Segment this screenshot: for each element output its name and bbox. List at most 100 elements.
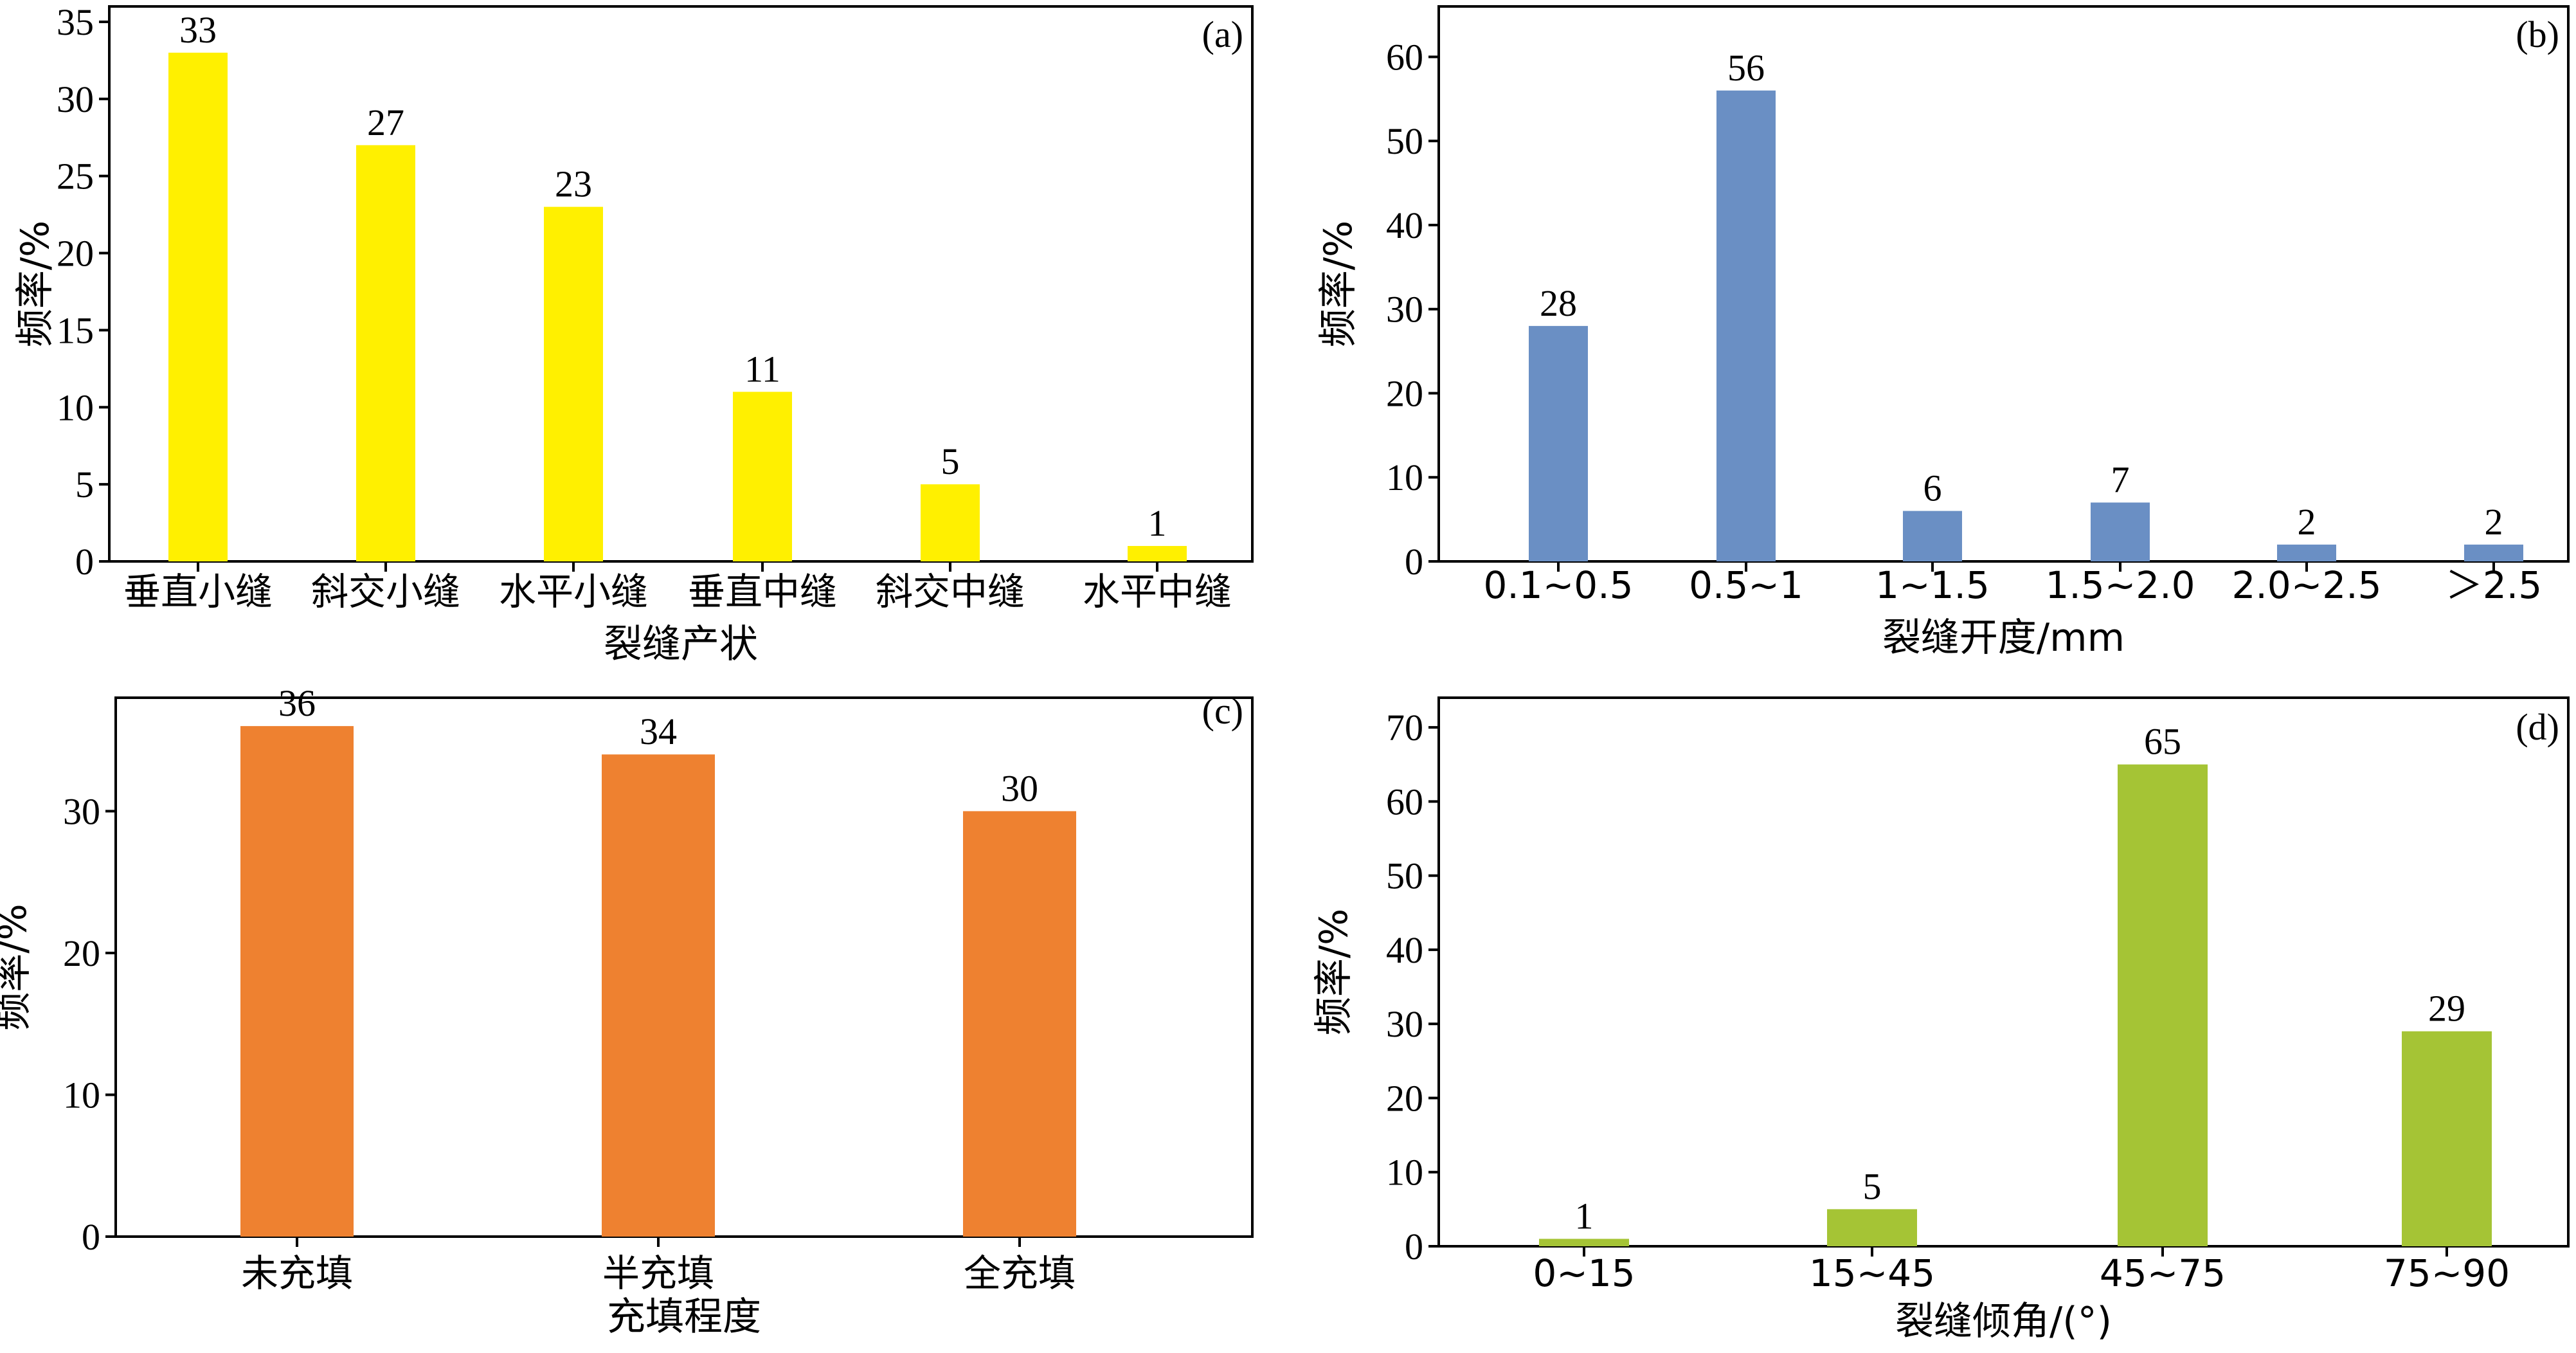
panel-a-category-label: 垂直中缝: [688, 570, 837, 613]
panel-b-value-label: 28: [1540, 282, 1577, 324]
panel-a-category-label: 水平中缝: [1083, 570, 1232, 613]
panel-a-bar: [1128, 546, 1187, 561]
panel-b-bar: [2091, 502, 2150, 561]
panel-d-panel-label: (d): [2516, 706, 2559, 748]
panel-a-value-label: 23: [555, 163, 592, 205]
panel-b-bar: [1529, 325, 1588, 561]
panel-b-value-label: 2: [2298, 501, 2316, 543]
panel-d-y-axis-title: 频率/%: [1311, 909, 1356, 1035]
panel-c-x-axis-title: 充填程度: [607, 1294, 761, 1339]
panel-a-bar: [356, 145, 415, 561]
panel-c-bar: [963, 811, 1076, 1237]
panel-d-category-label: 75~90: [2384, 1251, 2510, 1295]
panel-d-value-label: 1: [1575, 1195, 1594, 1237]
panel-c-category-label: 半充填: [602, 1251, 714, 1295]
panel-a-category-label: 垂直小缝: [123, 570, 273, 613]
panel-d-bar: [1539, 1239, 1629, 1246]
panel-b-ytick-label: 40: [1386, 204, 1423, 246]
panel-b-ytick-label: 60: [1386, 36, 1423, 78]
panel-a-ytick-label: 5: [75, 464, 94, 505]
panel-d-x-axis-title: 裂缝倾角/(°): [1895, 1299, 2112, 1344]
panel-b-category-label: 1.5~2.0: [2045, 563, 2195, 607]
panel-b-ytick-label: 0: [1405, 541, 1423, 583]
panel-c-ytick-label: 10: [63, 1074, 100, 1116]
panel-b-value-label: 6: [1923, 468, 1942, 509]
panel-a-value-label: 11: [744, 348, 780, 390]
panel-d-category-label: 45~75: [2100, 1251, 2226, 1295]
panel-a-category-label: 水平小缝: [499, 570, 648, 613]
panel-b-ytick-label: 20: [1386, 372, 1423, 414]
panel-a-value-label: 27: [367, 102, 404, 143]
panel-b-y-axis-title: 频率/%: [1316, 221, 1361, 347]
panel-d-ytick-label: 50: [1386, 855, 1423, 897]
panel-a-bar: [733, 392, 792, 561]
panel-b-category-label: 0.5~1: [1689, 563, 1803, 607]
panel-a-frame: [108, 5, 1254, 563]
panel-a-value-label: 33: [179, 9, 217, 51]
panel-a-x-axis-title: 裂缝产状: [604, 622, 758, 667]
panel-b-ytick-label: 10: [1386, 457, 1423, 498]
panel-b-bar: [2464, 544, 2523, 561]
panel-a-ytick-label: 25: [57, 156, 94, 197]
panel-c-value-label: 36: [278, 682, 316, 724]
panel-c-category-label: 全充填: [964, 1251, 1076, 1295]
panel-d-category-label: 0~15: [1533, 1251, 1635, 1295]
panel-a-ytick-label: 30: [57, 78, 94, 120]
panel-d-value-label: 29: [2428, 988, 2465, 1030]
panel-b-category-label: 2.0~2.5: [2231, 563, 2381, 607]
panel-a-bar: [168, 52, 228, 561]
panel-a-bar: [544, 206, 603, 561]
panel-a-value-label: 1: [1148, 502, 1167, 544]
panel-d-bar: [2402, 1031, 2492, 1246]
panel-c-panel-label: (c): [1202, 690, 1243, 732]
panel-c-bar: [240, 726, 354, 1237]
panel-a-ytick-label: 20: [57, 233, 94, 275]
panel-a-ytick-label: 15: [57, 309, 94, 351]
panel-a-ytick-label: 35: [57, 1, 94, 43]
panel-a-category-label: 斜交中缝: [876, 570, 1025, 613]
panel-b-value-label: 2: [2485, 501, 2503, 543]
panel-b-value-label: 7: [2111, 459, 2130, 500]
panel-d-ytick-label: 60: [1386, 781, 1423, 822]
panel-d-bar: [1827, 1209, 1917, 1246]
panel-a-y-axis-title: 频率/%: [13, 221, 58, 347]
panel-d-ytick-label: 40: [1386, 929, 1423, 971]
panel-d-ytick-label: 0: [1405, 1226, 1423, 1267]
panel-d-category-label: 15~45: [1809, 1251, 1935, 1295]
panel-b-x-axis-title: 裂缝开度/mm: [1882, 615, 2125, 660]
panel-d-value-label: 65: [2144, 721, 2181, 763]
panel-c-ytick-label: 30: [63, 790, 100, 832]
panel-a-category-label: 斜交小缝: [311, 570, 460, 613]
panel-d-bar: [2118, 764, 2208, 1246]
panel-b-ytick-label: 50: [1386, 120, 1423, 162]
panel-d-ytick-label: 70: [1386, 707, 1423, 749]
panel-c-bar: [602, 754, 715, 1237]
panel-b-bar: [1903, 511, 1962, 561]
panel-d-value-label: 5: [1863, 1165, 1882, 1207]
panel-c-y-axis-title: 频率/%: [0, 904, 35, 1030]
panel-a-ytick-label: 0: [75, 541, 94, 583]
panel-c-value-label: 30: [1001, 767, 1038, 809]
panel-b-bar: [1716, 90, 1776, 561]
panel-b-panel-label: (b): [2516, 14, 2559, 55]
panel-b-frame: [1437, 5, 2570, 563]
panel-c-ytick-label: 0: [82, 1216, 100, 1258]
panel-a-panel-label: (a): [1202, 14, 1243, 55]
panel-a-ytick-label: 10: [57, 386, 94, 428]
panel-a-bar: [921, 484, 980, 561]
panel-d-frame: [1437, 696, 2570, 1248]
panel-c-value-label: 34: [640, 711, 677, 752]
panel-b-bar: [2277, 544, 2336, 561]
panel-c-ytick-label: 20: [63, 932, 100, 974]
panel-d-ytick-label: 30: [1386, 1003, 1423, 1045]
panel-b-ytick-label: 30: [1386, 289, 1423, 331]
panel-c-category-label: 未充填: [241, 1251, 353, 1295]
panel-b-category-label: 1~1.5: [1875, 563, 1990, 607]
panel-d-ytick-label: 10: [1386, 1152, 1423, 1194]
panel-d-ytick-label: 20: [1386, 1077, 1423, 1119]
panel-b-value-label: 56: [1727, 47, 1765, 89]
panel-b-category-label: 0.1~0.5: [1483, 563, 1633, 607]
panel-b-category-label: ＞2.5: [2445, 563, 2542, 607]
panel-a-value-label: 5: [941, 440, 960, 482]
